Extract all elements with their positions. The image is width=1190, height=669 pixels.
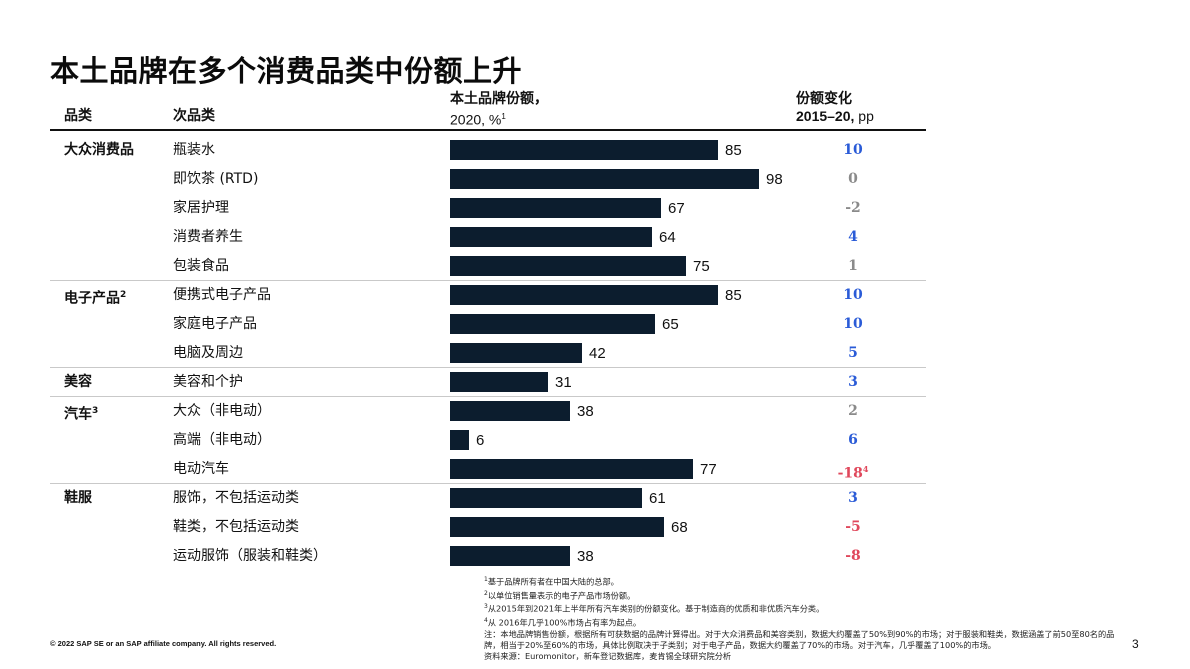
share-value-label: 6 (476, 432, 485, 449)
header-category: 品类 (64, 108, 92, 124)
category-label: 美容 (64, 374, 92, 390)
footnote: 4从 2016年几乎100%市场占有率为起点。 (484, 617, 642, 628)
share-change-value: 10 (843, 142, 863, 158)
footnote: 3从2015年到2021年上半年所有汽车类别的份额变化。基于制造商的优质和非优质… (484, 603, 825, 615)
table-row: 鞋类，不包括运动类 68 -5 (0, 513, 1190, 542)
group-separator (50, 367, 926, 368)
subcategory-label: 家居护理 (173, 200, 229, 216)
share-bar (450, 256, 686, 276)
share-bar (450, 546, 570, 566)
table-row: 消费者养生 64 4 (0, 223, 1190, 252)
footnote: 2以单位销售量表示的电子产品市场份额。 (484, 589, 636, 601)
share-bar (450, 459, 693, 479)
category-label: 电子产品2 (64, 290, 127, 307)
share-value-label: 38 (577, 403, 594, 420)
table-row: 高端（非电动） 6 6 (0, 426, 1190, 455)
share-change-value: 5 (848, 345, 858, 361)
table-row: 运动服饰（服装和鞋类） 38 -8 (0, 542, 1190, 571)
share-change-value: 0 (848, 171, 858, 187)
share-value-label: 77 (700, 461, 717, 478)
share-change-value: -8 (845, 548, 861, 564)
share-change-value: 1 (848, 258, 858, 274)
page-title: 本土品牌在多个消费品类中份额上升 (50, 54, 523, 88)
subcategory-label: 家庭电子产品 (173, 316, 257, 332)
header-rule (50, 129, 926, 131)
footnote: 注：本地品牌销售份额，根据所有可获数据的品牌计算得出。对于大众消费品和美容类别，… (484, 628, 1115, 650)
share-change-value: 10 (843, 287, 863, 303)
share-change-value: -184 (837, 464, 869, 482)
header-change: 份额变化 2015–20, pp (796, 91, 874, 124)
share-change-value: -2 (845, 200, 861, 216)
table-row: 大众消费品 瓶装水 85 10 (0, 136, 1190, 165)
category-label: 大众消费品 (64, 142, 134, 158)
share-bar (450, 227, 652, 247)
subcategory-label: 电脑及周边 (173, 345, 243, 361)
table-row: 家庭电子产品 65 10 (0, 310, 1190, 339)
table-row: 电脑及周边 42 5 (0, 339, 1190, 368)
subcategory-label: 即饮茶 (RTD) (173, 171, 259, 187)
subcategory-label: 运动服饰（服装和鞋类） (173, 548, 327, 564)
subcategory-label: 便携式电子产品 (173, 287, 271, 303)
share-change-value: 6 (848, 432, 858, 448)
share-bar (450, 517, 664, 537)
share-value-label: 38 (577, 548, 594, 565)
share-value-label: 42 (589, 345, 606, 362)
group-separator (50, 280, 926, 281)
share-bar (450, 488, 642, 508)
share-change-value: 3 (848, 490, 858, 506)
subcategory-label: 大众（非电动） (173, 403, 271, 419)
group-separator (50, 483, 926, 484)
share-value-label: 61 (649, 490, 666, 507)
share-change-value: 10 (843, 316, 863, 332)
share-change-value: 4 (848, 229, 858, 245)
share-change-value: 2 (848, 403, 858, 419)
share-change-value: 3 (848, 374, 858, 390)
share-bar (450, 198, 661, 218)
subcategory-label: 电动汽车 (173, 461, 229, 477)
subcategory-label: 包装食品 (173, 258, 229, 274)
table-row: 汽车3 大众（非电动） 38 2 (0, 397, 1190, 426)
subcategory-label: 瓶装水 (173, 142, 215, 158)
header-share: 本土品牌份额， 2020, %1 (450, 91, 548, 128)
table-row: 包装食品 75 1 (0, 252, 1190, 281)
share-change-value: -5 (845, 519, 861, 535)
share-value-label: 98 (766, 171, 783, 188)
share-bar (450, 140, 718, 160)
subcategory-label: 鞋类，不包括运动类 (173, 519, 299, 535)
share-value-label: 31 (555, 374, 572, 391)
table-row: 家居护理 67 -2 (0, 194, 1190, 223)
page-number: 3 (1132, 637, 1139, 651)
footnote: 1基于品牌所有者在中国大陆的总部。 (484, 576, 619, 587)
category-label: 汽车3 (64, 406, 99, 423)
share-bar (450, 401, 570, 421)
table-row: 鞋服 服饰，不包括运动类 61 3 (0, 484, 1190, 513)
share-value-label: 67 (668, 200, 685, 217)
category-label: 鞋服 (64, 490, 92, 506)
copyright: © 2022 SAP SE or an SAP affiliate compan… (50, 639, 277, 648)
header-subcategory: 次品类 (173, 108, 215, 124)
share-bar (450, 430, 469, 450)
table-row: 电动汽车 77 -184 (0, 455, 1190, 484)
subcategory-label: 消费者养生 (173, 229, 243, 245)
subcategory-label: 服饰，不包括运动类 (173, 490, 299, 506)
share-value-label: 75 (693, 258, 710, 275)
footnote: 资料来源：Euromonitor，新车登记数据库，麦肯锡全球研究院分析 (484, 650, 732, 661)
subcategory-label: 美容和个护 (173, 374, 243, 390)
footnotes: 1基于品牌所有者在中国大陆的总部。 2以单位销售量表示的电子产品市场份额。 3从20… (484, 574, 1124, 662)
share-value-label: 64 (659, 229, 676, 246)
share-value-label: 85 (725, 142, 742, 159)
group-separator (50, 396, 926, 397)
share-value-label: 68 (671, 519, 688, 536)
table-row: 电子产品2 便携式电子产品 85 10 (0, 281, 1190, 310)
share-value-label: 85 (725, 287, 742, 304)
share-bar (450, 372, 548, 392)
share-bar (450, 343, 582, 363)
table-row: 即饮茶 (RTD) 98 0 (0, 165, 1190, 194)
share-bar (450, 169, 759, 189)
share-value-label: 65 (662, 316, 679, 333)
share-bar (450, 285, 718, 305)
table-row: 美容 美容和个护 31 3 (0, 368, 1190, 397)
share-bar (450, 314, 655, 334)
subcategory-label: 高端（非电动） (173, 432, 271, 448)
